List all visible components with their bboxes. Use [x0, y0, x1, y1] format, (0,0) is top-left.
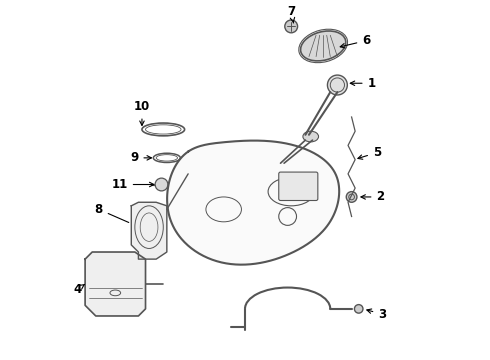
- Ellipse shape: [303, 131, 318, 142]
- Polygon shape: [85, 252, 146, 316]
- Text: 7: 7: [287, 5, 295, 23]
- Polygon shape: [167, 141, 339, 265]
- Text: 11: 11: [112, 178, 154, 191]
- Ellipse shape: [327, 75, 347, 95]
- Polygon shape: [131, 202, 167, 259]
- Ellipse shape: [300, 31, 346, 61]
- FancyBboxPatch shape: [279, 172, 318, 201]
- Text: 10: 10: [134, 100, 150, 125]
- Text: 4: 4: [74, 283, 84, 296]
- Circle shape: [354, 305, 363, 313]
- Text: 2: 2: [361, 190, 385, 203]
- Circle shape: [155, 178, 168, 191]
- Circle shape: [346, 192, 357, 202]
- Text: 6: 6: [340, 34, 370, 48]
- Text: 9: 9: [130, 151, 151, 165]
- Circle shape: [285, 20, 297, 33]
- Text: 5: 5: [358, 146, 381, 159]
- Text: 8: 8: [95, 203, 129, 222]
- Text: 1: 1: [350, 77, 376, 90]
- Text: 3: 3: [367, 308, 387, 321]
